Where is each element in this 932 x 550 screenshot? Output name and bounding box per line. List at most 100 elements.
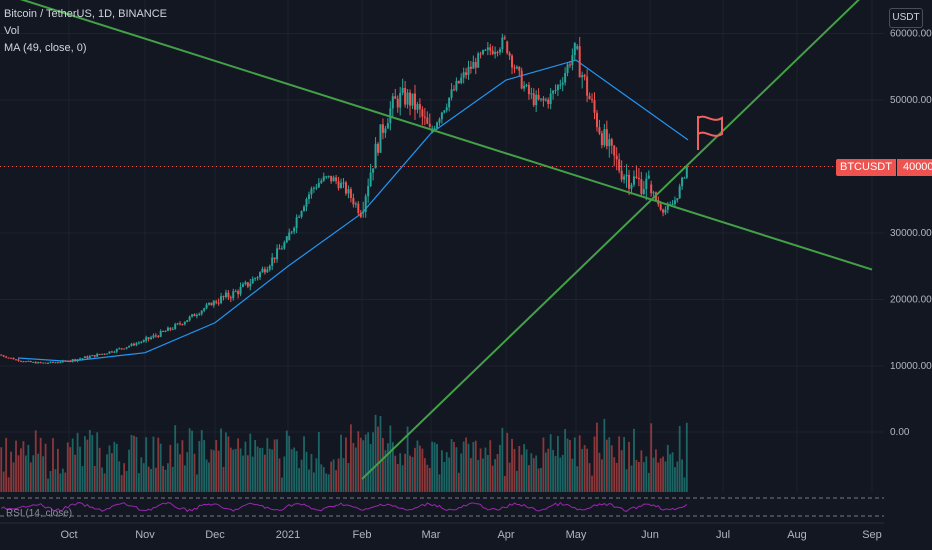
- candle-body: [288, 232, 291, 241]
- volume-bar: [581, 448, 584, 492]
- candle-body: [188, 316, 191, 321]
- x-tick-2: Dec: [205, 529, 225, 541]
- candle-body: [566, 64, 569, 74]
- candle-body: [140, 341, 143, 343]
- volume-bar: [542, 437, 545, 492]
- candle-body: [362, 211, 365, 213]
- candle-body: [549, 93, 552, 105]
- volume-bar: [583, 445, 586, 492]
- candle-body: [586, 76, 589, 96]
- candle-body: [506, 41, 509, 54]
- candle-body: [251, 278, 254, 284]
- candle-body: [5, 356, 8, 358]
- volume-bar: [443, 461, 446, 492]
- candle-body: [317, 182, 320, 188]
- candle-body: [98, 353, 101, 355]
- candle-body: [164, 331, 167, 333]
- volume-bar: [225, 432, 227, 492]
- volume-bar: [457, 472, 460, 492]
- volume-bar: [428, 468, 431, 492]
- volume-bar: [203, 440, 206, 492]
- volume-bar: [666, 444, 669, 492]
- candle-body: [613, 145, 616, 156]
- candle-body: [191, 314, 194, 317]
- candle-body: [467, 66, 470, 76]
- candle-body: [61, 360, 64, 363]
- volume-bar: [5, 437, 8, 492]
- volume-bar: [640, 450, 643, 492]
- candle-body: [271, 257, 274, 266]
- candle-body: [416, 104, 419, 110]
- candle-body: [637, 177, 640, 180]
- volume-bar: [618, 436, 621, 492]
- candle-body: [537, 94, 540, 100]
- volume-bar: [273, 439, 276, 492]
- volume-bar: [237, 438, 240, 492]
- candle-body: [10, 357, 13, 359]
- candle-body: [659, 204, 662, 210]
- candle-body: [610, 139, 613, 146]
- candle-body: [511, 55, 514, 68]
- candle-body: [377, 143, 380, 153]
- candle-body: [603, 129, 606, 146]
- price-axis-bg: [884, 0, 932, 550]
- candle-body: [508, 53, 511, 56]
- candle-body: [618, 159, 621, 171]
- candle-body: [327, 175, 330, 177]
- volume-bar: [549, 434, 552, 492]
- volume-bar: [111, 453, 113, 492]
- volume-bar: [313, 472, 315, 492]
- candle-body: [666, 205, 669, 210]
- candle-body: [647, 175, 650, 179]
- volume-bar: [379, 415, 382, 492]
- volume-bar: [140, 457, 143, 492]
- candle-body: [159, 330, 162, 337]
- volume-bar: [246, 455, 249, 492]
- candle-body: [472, 62, 475, 69]
- volume-bar: [472, 441, 475, 492]
- candle-body: [47, 362, 50, 364]
- candle-body: [564, 73, 567, 83]
- trendlines-layer[interactable]: [3, 0, 873, 480]
- candle-body: [261, 268, 264, 273]
- volume-bar: [244, 441, 247, 492]
- candle-body: [433, 128, 436, 130]
- candle-body: [486, 47, 489, 50]
- legend-title: Bitcoin / TetherUS, 1D, BINANCE: [4, 8, 168, 20]
- volume-bar: [137, 473, 140, 492]
- volume-bar: [460, 453, 463, 492]
- candle-body: [113, 351, 116, 353]
- candle-body: [540, 98, 542, 100]
- candle-body: [234, 291, 237, 293]
- candle-body: [241, 284, 244, 287]
- volume-bar: [633, 428, 635, 492]
- candle-body: [423, 116, 426, 118]
- volume-bar: [655, 449, 657, 492]
- candle-body: [527, 84, 530, 95]
- candle-body: [342, 182, 345, 184]
- volume-bar: [489, 440, 492, 492]
- candle-body: [330, 175, 333, 182]
- volume-bar: [133, 435, 135, 492]
- volume-bar: [391, 442, 394, 492]
- x-tick-11: Sep: [862, 529, 882, 541]
- volume-bar: [455, 447, 458, 492]
- volume-bar: [234, 448, 237, 492]
- volume-bar: [399, 453, 402, 492]
- volume-bar: [84, 436, 86, 492]
- x-tick-4: Feb: [353, 529, 372, 541]
- currency-unit-badge[interactable]: USDT: [889, 8, 923, 28]
- candle-body: [128, 345, 131, 348]
- volume-bar: [162, 465, 165, 492]
- volume-bar: [573, 437, 576, 492]
- volume-bar: [630, 465, 633, 492]
- volume-bar: [256, 446, 259, 492]
- candle-body: [322, 176, 325, 181]
- volume-bar: [298, 468, 300, 492]
- candle-body: [137, 342, 140, 344]
- legend-vol: Vol: [4, 25, 20, 37]
- candle-body: [224, 292, 227, 298]
- volume-bar: [181, 440, 184, 492]
- candle-body: [212, 300, 215, 306]
